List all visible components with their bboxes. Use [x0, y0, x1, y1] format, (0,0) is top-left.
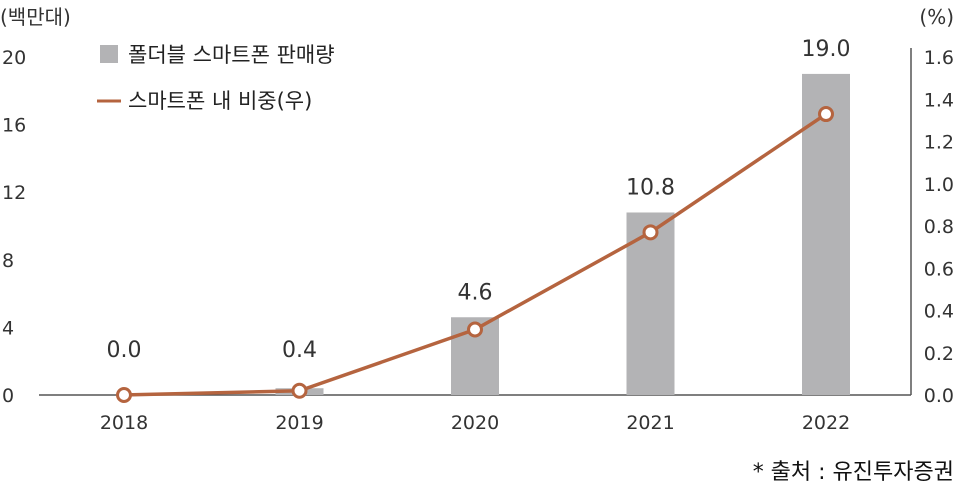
- right-tick-label: 0.4: [924, 301, 954, 323]
- legend-bar-label: 폴더블 스마트폰 판매량: [128, 43, 335, 67]
- left-tick-label: 20: [2, 47, 26, 69]
- x-tick-label: 2022: [802, 412, 850, 434]
- legend-bar-swatch: [100, 45, 118, 63]
- left-tick-label: 12: [2, 182, 26, 204]
- left-axis: 0 4 8 12 16 20: [2, 47, 26, 407]
- left-tick-label: 8: [2, 250, 14, 272]
- x-tick-label: 2019: [275, 412, 323, 434]
- right-tick-label: 0.6: [924, 258, 954, 280]
- line-point: [467, 321, 483, 338]
- bar-value-label: 19.0: [802, 37, 851, 62]
- line-point: [116, 387, 132, 403]
- bar-value-label: 10.8: [626, 175, 675, 200]
- x-axis-ticks: 2018 2019 2020 2021 2022: [100, 412, 850, 434]
- line-series: [116, 106, 834, 403]
- bar-value-label: 0.0: [107, 338, 142, 363]
- right-tick-label: 1.2: [924, 132, 954, 154]
- left-axis-unit: (백만대): [0, 5, 71, 29]
- line-point: [642, 224, 659, 241]
- source-note: * 출처 : 유진투자증권: [753, 460, 954, 485]
- right-tick-label: 0.2: [924, 343, 954, 365]
- left-tick-label: 0: [2, 385, 14, 407]
- right-axis: 0.0 0.2 0.4 0.6 0.8 1.0 1.2 1.4 1.6: [924, 47, 954, 407]
- x-tick-label: 2020: [451, 412, 499, 434]
- x-tick-label: 2018: [100, 412, 148, 434]
- right-tick-label: 0.0: [924, 385, 954, 407]
- right-axis-unit: (%): [919, 5, 954, 29]
- bar-value-labels: 0.0 0.4 4.6 10.8 19.0: [107, 37, 851, 363]
- right-tick-label: 1.0: [924, 174, 954, 196]
- line-point: [291, 382, 308, 399]
- x-tick-label: 2021: [626, 412, 674, 434]
- bar-value-label: 4.6: [458, 280, 493, 305]
- right-tick-label: 1.6: [924, 47, 954, 69]
- left-tick-label: 16: [2, 115, 26, 137]
- right-tick-label: 0.8: [924, 216, 954, 238]
- legend-line-label: 스마트폰 내 비중(우): [128, 89, 312, 113]
- legend: 폴더블 스마트폰 판매량 스마트폰 내 비중(우): [97, 43, 335, 113]
- right-tick-label: 1.4: [924, 89, 954, 111]
- left-tick-label: 4: [2, 317, 14, 339]
- bar: [802, 73, 850, 396]
- line-point: [818, 106, 834, 123]
- bar-value-label: 0.4: [282, 338, 317, 363]
- bar-series: [275, 73, 850, 396]
